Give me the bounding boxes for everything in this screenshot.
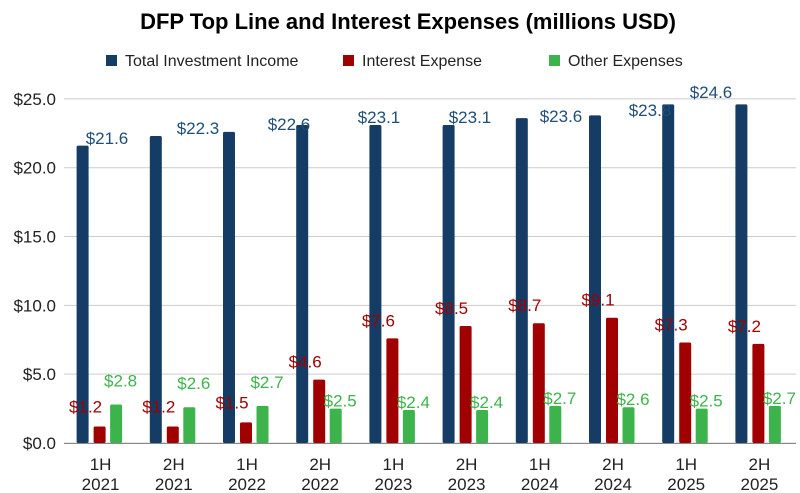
x-tick-label: 2H 2024 [594,455,632,493]
data-label-other-expenses: $2.5 [690,392,723,411]
bar-other-expenses [549,405,562,443]
y-tick-label: $10.0 [13,296,56,315]
x-tick-label: 2H 2022 [301,455,339,493]
bar-interest-expense [459,326,472,443]
data-label-interest-expense: $7.6 [362,311,395,330]
bar-interest-expense [313,379,326,443]
bar-other-expenses [622,407,635,443]
bar-interest-expense [752,343,765,443]
data-label-total-investment-income: $23.6 [540,107,583,126]
bar-total-investment-income [735,104,748,443]
data-label-other-expenses: $2.6 [616,390,649,409]
x-tick-label: 2H 2025 [740,455,778,493]
data-label-other-expenses: $2.4 [470,393,503,412]
bar-other-expenses [256,405,269,443]
bar-other-expenses [768,405,781,443]
y-tick-label: $25.0 [13,90,56,109]
data-label-interest-expense: $7.3 [655,316,688,335]
bar-other-expenses [329,408,342,443]
data-label-interest-expense: $1.5 [215,393,248,412]
legend-label-1: Interest Expense [362,53,482,70]
bar-interest-expense [93,426,106,443]
data-label-interest-expense: $4.6 [289,353,322,372]
x-tick-label: 1H 2023 [374,455,412,493]
legend-swatch-1 [343,55,354,66]
y-tick-label: $5.0 [23,365,56,384]
data-labels: $21.6 $22.3 $22.6 $23.1 $23.1 $23.6 $23.8 $24.6… [69,83,796,416]
chart-title: DFP Top Line and Interest Expenses (mill… [140,9,676,34]
bars [76,104,781,444]
bar-total-investment-income [149,136,162,443]
bar-other-expenses [695,408,708,443]
bar-total-investment-income [442,125,455,444]
bar-other-expenses [476,409,489,443]
data-label-interest-expense: $7.2 [728,317,761,336]
data-label-total-investment-income: $22.6 [268,115,311,134]
data-label-interest-expense: $1.2 [69,397,102,416]
y-tick-label: $20.0 [13,159,56,178]
x-tick-label: 2H 2023 [448,455,486,493]
x-axis: 1H 2021 2H 2021 1H 2022 2H 2022 1H 2023 2H 2023 1H 20… [64,443,796,493]
bar-interest-expense [606,317,618,443]
data-label-total-investment-income: $23.1 [449,108,492,127]
data-label-other-expenses: $2.5 [324,392,357,411]
data-label-other-expenses: $2.8 [104,371,137,390]
x-tick-label: 1H 2022 [228,455,266,493]
data-label-interest-expense: $8.7 [508,296,541,315]
data-label-other-expenses: $2.7 [763,389,796,408]
data-label-total-investment-income: $23.1 [358,108,401,127]
y-axis: $0.0 $5.0 $10.0 $15.0 $20.0 $25.0 [13,90,56,453]
data-label-other-expenses: $2.6 [177,374,210,393]
bar-total-investment-income [296,125,309,444]
data-label-interest-expense: $1.2 [142,397,175,416]
bar-total-investment-income [589,115,601,444]
data-label-total-investment-income: $21.6 [86,129,129,148]
bar-total-investment-income [662,104,675,443]
data-label-total-investment-income: $23.8 [629,101,672,120]
data-label-other-expenses: $2.7 [250,373,283,392]
x-tick-label: 1H 2024 [521,455,559,493]
data-label-total-investment-income: $22.3 [177,119,220,138]
legend-label-0: Total Investment Income [125,53,299,70]
bar-total-investment-income [223,131,235,443]
y-tick-label: $15.0 [13,228,56,247]
bar-total-investment-income [76,145,89,443]
legend-swatch-0 [106,55,117,66]
bar-interest-expense [240,422,252,443]
bar-other-expenses [110,404,123,443]
data-label-total-investment-income: $24.6 [690,83,733,102]
x-tick-label: 1H 2025 [667,455,705,493]
legend: Total Investment Income Interest Expense O… [106,53,683,70]
y-tick-label: $0.0 [23,434,56,453]
x-tick-label: 1H 2021 [82,455,120,493]
x-tick-label: 2H 2021 [155,455,193,493]
bar-interest-expense [166,426,179,443]
data-label-other-expenses: $2.7 [543,389,576,408]
data-label-interest-expense: $9.1 [581,291,614,310]
bar-interest-expense [386,338,399,443]
data-label-other-expenses: $2.4 [397,393,430,412]
legend-label-2: Other Expenses [568,53,683,70]
bar-interest-expense [679,342,692,443]
bar-interest-expense [532,323,545,443]
bar-other-expenses [402,409,415,443]
bar-other-expenses [183,407,196,443]
data-label-interest-expense: $8.5 [435,299,468,318]
legend-swatch-2 [549,55,560,66]
bar-total-investment-income [515,118,528,443]
bar-total-investment-income [369,125,382,444]
